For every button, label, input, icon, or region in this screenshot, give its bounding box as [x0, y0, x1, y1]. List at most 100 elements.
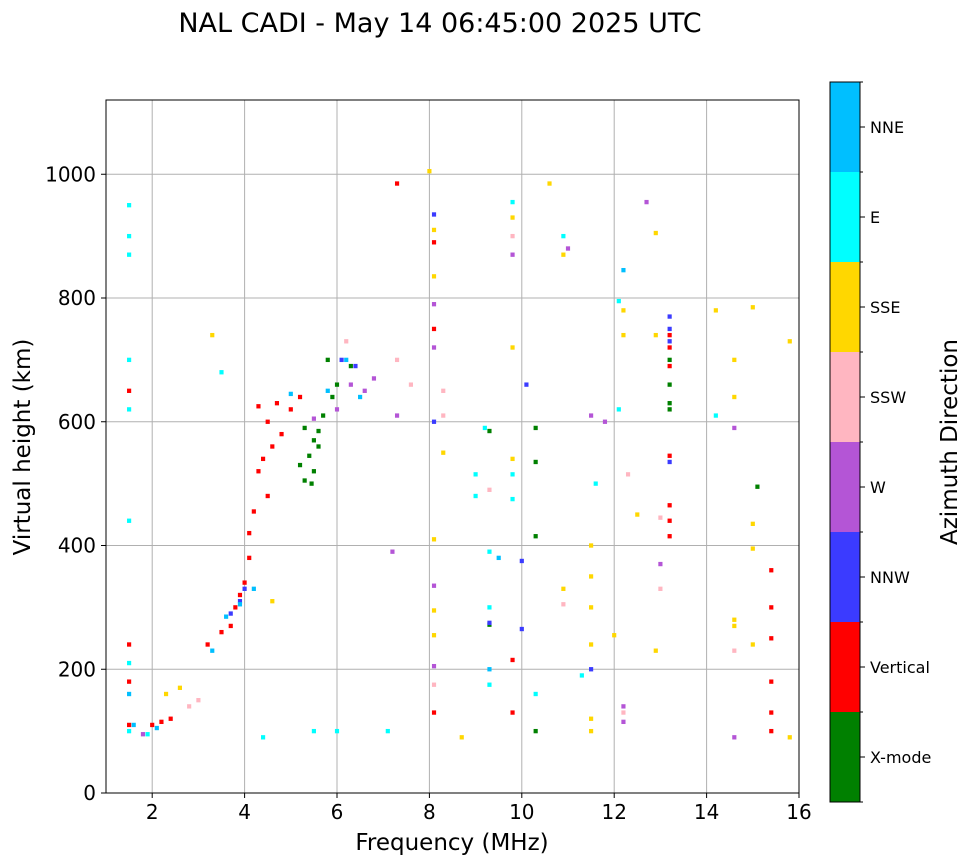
data-point-vertical	[667, 534, 672, 539]
data-point-sse	[561, 252, 566, 257]
data-point-e	[487, 682, 492, 687]
data-point-w	[334, 407, 340, 412]
data-point-ssw	[441, 388, 446, 393]
data-point-x-mode	[755, 484, 760, 489]
data-point-ssw	[431, 682, 437, 687]
data-point-w	[565, 246, 571, 251]
data-point-w	[644, 199, 649, 205]
data-point-vertical	[769, 568, 774, 573]
data-point-vertical	[127, 388, 132, 393]
data-point-vertical	[159, 719, 164, 725]
data-point-x-mode	[311, 438, 316, 443]
data-point-sse	[431, 608, 437, 613]
y-tick-label: 0	[83, 781, 96, 805]
data-point-e	[533, 691, 538, 697]
data-point-sse	[431, 537, 437, 542]
data-point-vertical	[251, 509, 256, 514]
data-point-w	[732, 425, 737, 431]
x-tick-label: 2	[146, 800, 159, 824]
data-point-x-mode	[533, 728, 538, 734]
data-point-vertical	[274, 401, 280, 406]
data-point-vertical	[279, 431, 284, 437]
data-point-sse	[635, 512, 640, 517]
data-point-ssw	[344, 339, 349, 344]
data-point-sse	[787, 735, 792, 740]
data-point-e	[473, 472, 478, 477]
data-point-sse	[732, 623, 737, 629]
data-point-ssw	[621, 710, 626, 715]
data-point-sse	[732, 617, 737, 622]
x-axis-label: Frequency (MHz)	[355, 830, 548, 856]
colorbar-tick-label: SSE	[870, 298, 900, 317]
data-point-nnw	[667, 339, 672, 344]
data-point-w	[371, 376, 377, 381]
data-point-sse	[750, 305, 755, 310]
data-point-e	[510, 496, 515, 502]
data-point-x-mode	[321, 413, 326, 418]
data-point-ssw	[658, 586, 663, 591]
data-point-e	[385, 728, 390, 734]
data-point-nnw	[339, 357, 344, 363]
x-tick-label: 12	[601, 800, 626, 824]
data-point-e	[482, 425, 487, 431]
colorbar-tick-label: NNE	[870, 118, 904, 137]
data-point-sse	[612, 633, 617, 638]
data-point-w	[311, 416, 316, 421]
y-axis: 0 200 400 600 800 1000	[45, 162, 106, 805]
data-point-nnw	[431, 212, 437, 217]
data-point-vertical	[431, 710, 437, 715]
data-point-nnw	[667, 459, 672, 465]
chart-title: NAL CADI - May 14 06:45:00 2025 UTC	[178, 8, 701, 39]
data-point-sse	[589, 728, 594, 734]
data-point-vertical	[256, 404, 261, 409]
data-point-x-mode	[487, 428, 492, 434]
data-point-sse	[732, 357, 737, 363]
data-point-vertical	[297, 394, 303, 400]
data-point-x-mode	[316, 444, 321, 449]
data-point-nne	[251, 586, 256, 591]
colorbar-tick-label: W	[870, 478, 886, 497]
data-point-sse	[270, 599, 275, 604]
data-point-e	[593, 481, 598, 486]
data-point-nne	[210, 648, 215, 653]
data-point-e	[510, 472, 515, 477]
data-point-nnw	[228, 611, 233, 616]
data-point-ssw	[658, 515, 663, 520]
data-point-w	[394, 413, 400, 418]
data-point-vertical	[394, 181, 400, 186]
data-points	[127, 168, 792, 740]
data-point-ssw	[732, 648, 737, 653]
data-point-ssw	[441, 413, 446, 418]
data-point-x-mode	[307, 453, 312, 458]
colorbar-swatch	[830, 532, 860, 622]
data-point-w	[348, 382, 353, 387]
data-point-w	[431, 583, 437, 588]
data-point-e	[579, 673, 584, 678]
x-tick-label: 14	[694, 800, 719, 824]
data-point-vertical	[127, 722, 132, 728]
data-point-ssw	[408, 382, 413, 387]
data-point-vertical	[769, 679, 774, 684]
data-point-nnw	[242, 586, 247, 591]
data-point-e	[127, 233, 132, 239]
colorbar-swatch	[830, 622, 860, 712]
data-point-nne	[325, 388, 330, 393]
data-point-vertical	[265, 419, 270, 424]
data-point-sse	[510, 456, 515, 462]
data-point-sse	[431, 633, 437, 638]
data-point-sse	[750, 521, 755, 527]
x-tick-label: 4	[238, 800, 251, 824]
x-tick-label: 8	[423, 800, 436, 824]
data-point-e	[127, 252, 132, 257]
data-point-x-mode	[330, 394, 335, 400]
data-point-x-mode	[667, 407, 672, 412]
data-point-e	[127, 518, 132, 523]
data-point-w	[732, 735, 737, 740]
x-axis: 2 4 6 8 10 12 14 16	[146, 793, 812, 824]
data-point-w	[362, 388, 367, 393]
data-point-x-mode	[533, 425, 538, 431]
data-point-sse	[653, 230, 658, 236]
data-point-nne	[127, 691, 132, 697]
data-point-nne	[237, 602, 243, 607]
data-point-ssw	[187, 704, 192, 709]
